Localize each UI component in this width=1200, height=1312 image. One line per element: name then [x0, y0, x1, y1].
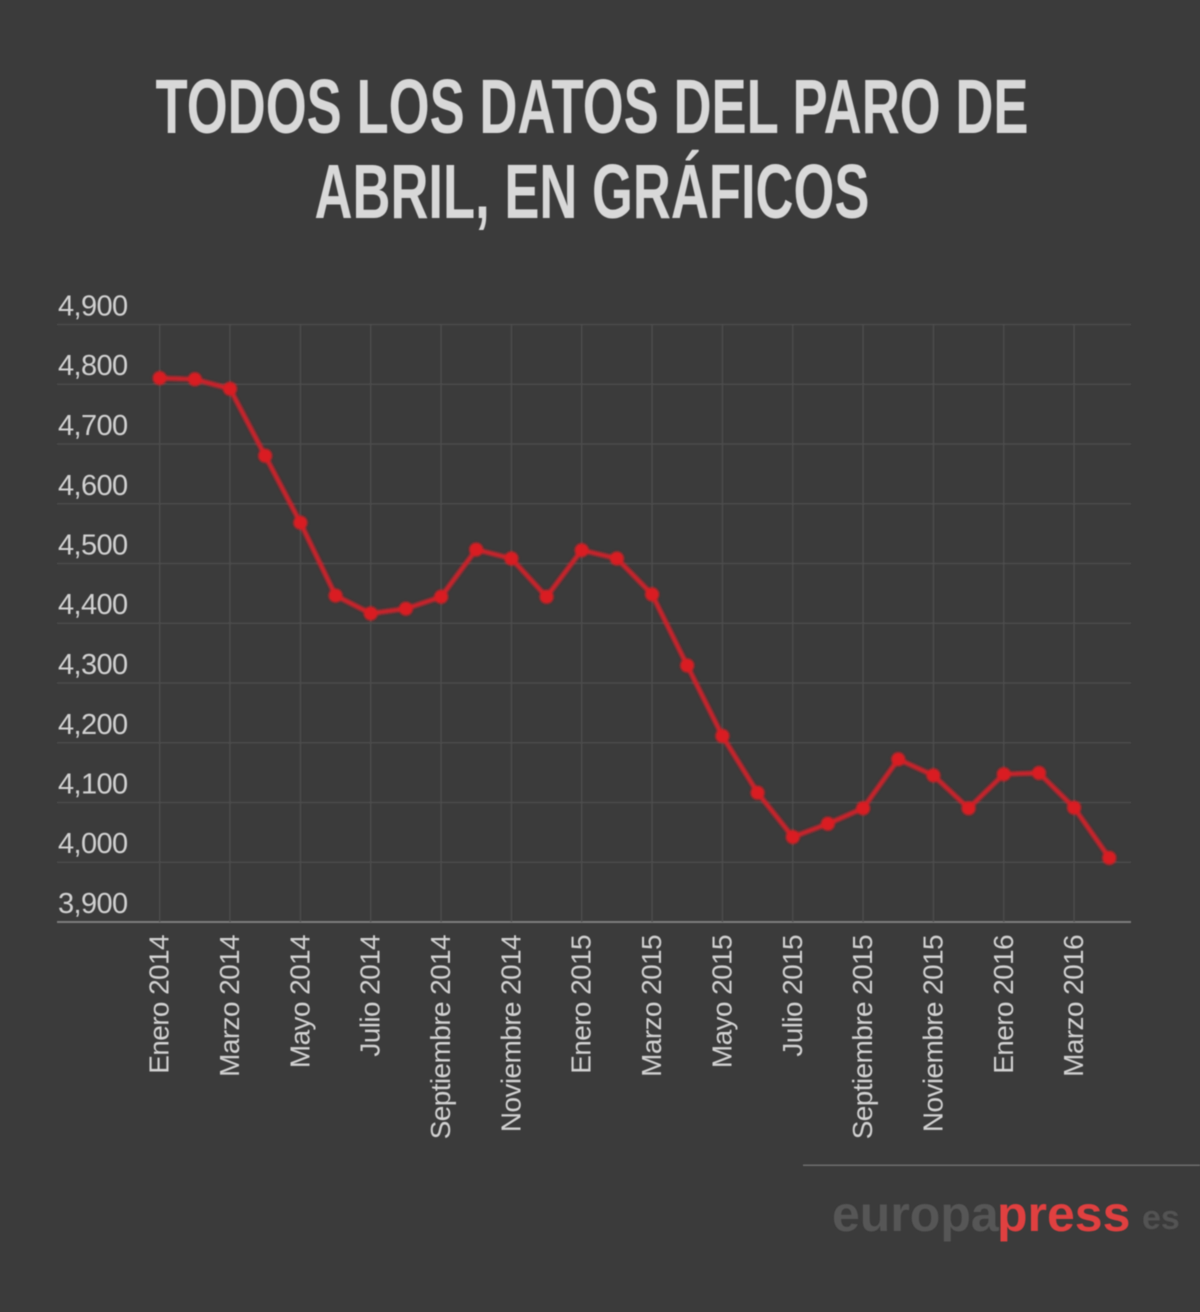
svg-text:Enero 2015: Enero 2015: [566, 935, 597, 1074]
svg-text:Noviembre 2015: Noviembre 2015: [917, 935, 948, 1132]
svg-text:Mayo 2014: Mayo 2014: [284, 935, 315, 1068]
svg-text:Enero 2016: Enero 2016: [988, 935, 1019, 1074]
svg-text:Julio 2015: Julio 2015: [777, 935, 808, 1057]
svg-text:4,400: 4,400: [58, 589, 128, 621]
svg-text:4,500: 4,500: [58, 530, 128, 562]
svg-text:Marzo 2015: Marzo 2015: [636, 935, 667, 1077]
svg-text:4,700: 4,700: [58, 410, 128, 442]
svg-text:4,800: 4,800: [58, 350, 128, 382]
svg-text:4,900: 4,900: [58, 291, 128, 323]
svg-text:Marzo 2016: Marzo 2016: [1058, 935, 1089, 1077]
svg-text:Julio 2014: Julio 2014: [355, 935, 386, 1057]
svg-text:ABRIL, EN GRÁFICOS: ABRIL, EN GRÁFICOS: [315, 148, 870, 235]
svg-text:4,200: 4,200: [58, 709, 128, 741]
svg-text:Septiembre 2014: Septiembre 2014: [425, 935, 456, 1139]
svg-text:press: press: [997, 1186, 1130, 1242]
svg-text:4,000: 4,000: [58, 828, 128, 860]
svg-text:Enero 2014: Enero 2014: [144, 935, 175, 1074]
svg-text:4,300: 4,300: [58, 649, 128, 681]
svg-text:europa: europa: [832, 1186, 1000, 1242]
svg-text:Mayo 2015: Mayo 2015: [706, 935, 737, 1068]
svg-text:Noviembre 2014: Noviembre 2014: [495, 935, 526, 1132]
svg-text:TODOS LOS DATOS DEL PARO DE: TODOS LOS DATOS DEL PARO DE: [156, 64, 1029, 150]
svg-text:Septiembre 2015: Septiembre 2015: [847, 935, 878, 1139]
svg-text:4,600: 4,600: [58, 470, 128, 502]
svg-text:es: es: [1142, 1199, 1180, 1237]
svg-text:3,900: 3,900: [58, 888, 128, 920]
svg-text:Marzo 2014: Marzo 2014: [214, 935, 245, 1077]
svg-text:4,100: 4,100: [58, 769, 128, 801]
